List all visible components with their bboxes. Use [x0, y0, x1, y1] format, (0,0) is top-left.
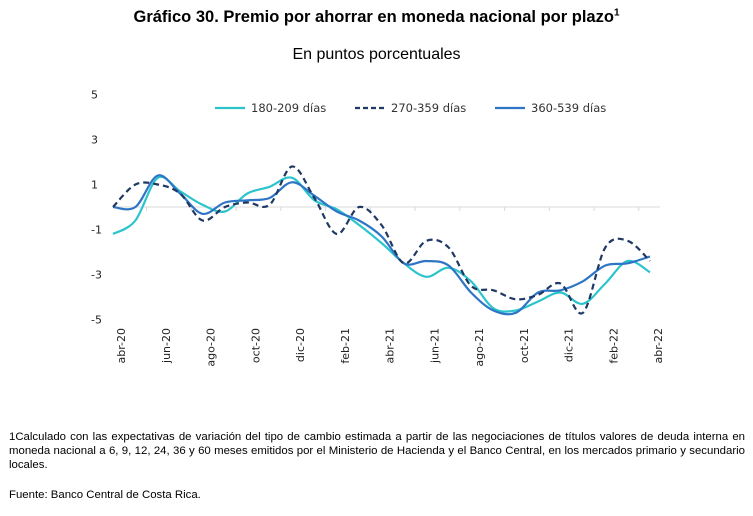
y-tick-label: -5: [91, 314, 102, 327]
y-tick-label: 5: [91, 89, 98, 102]
y-tick-label: -3: [91, 269, 102, 282]
x-tick-label: ago-20: [205, 328, 218, 367]
x-tick-label: ago-21: [473, 328, 486, 367]
x-tick-label: feb-21: [339, 328, 352, 364]
x-tick-label: dic-21: [563, 328, 576, 362]
series-line-360-539-d-as: [112, 174, 651, 316]
legend-label: 180-209 días: [251, 101, 326, 115]
x-tick-label: feb-22: [607, 328, 620, 364]
y-tick-label: -1: [91, 224, 102, 237]
chart-subtitle: En puntos porcentuales: [292, 46, 461, 63]
x-tick-label: abr-20: [115, 328, 128, 364]
chart-title: Gráfico 30. Premio por ahorrar en moneda…: [0, 8, 753, 27]
x-tick-label: jun-21: [428, 328, 441, 364]
x-tick-label: jun-20: [160, 328, 173, 364]
source-note: Fuente: Banco Central de Costa Rica.: [9, 489, 201, 501]
title-superscript: 1: [613, 7, 620, 19]
x-tick-label: oct-21: [518, 328, 531, 363]
line-chart: 5 3 1 -1 -3 -5 abr-20 jun-20 ago-20 oct-20 dic-20 f…: [91, 89, 665, 367]
x-tick-label: abr-22: [652, 328, 665, 364]
legend-label: 270-359 días: [391, 101, 466, 115]
series-line-180-209-d-as: [112, 175, 651, 313]
y-tick-label: 1: [91, 179, 98, 192]
series-line-270-359-d-as: [112, 165, 651, 315]
y-tick-label: 3: [91, 134, 98, 147]
legend-label: 360-539 días: [531, 101, 606, 115]
footnote: 1Calculado con las expectativas de varia…: [9, 431, 745, 471]
chart-title-text: Gráfico 30. Premio por ahorrar en moneda…: [133, 8, 614, 26]
x-tick-label: abr-21: [384, 328, 397, 364]
x-tick-label: dic-20: [294, 328, 307, 362]
x-tick-label: oct-20: [249, 328, 262, 363]
